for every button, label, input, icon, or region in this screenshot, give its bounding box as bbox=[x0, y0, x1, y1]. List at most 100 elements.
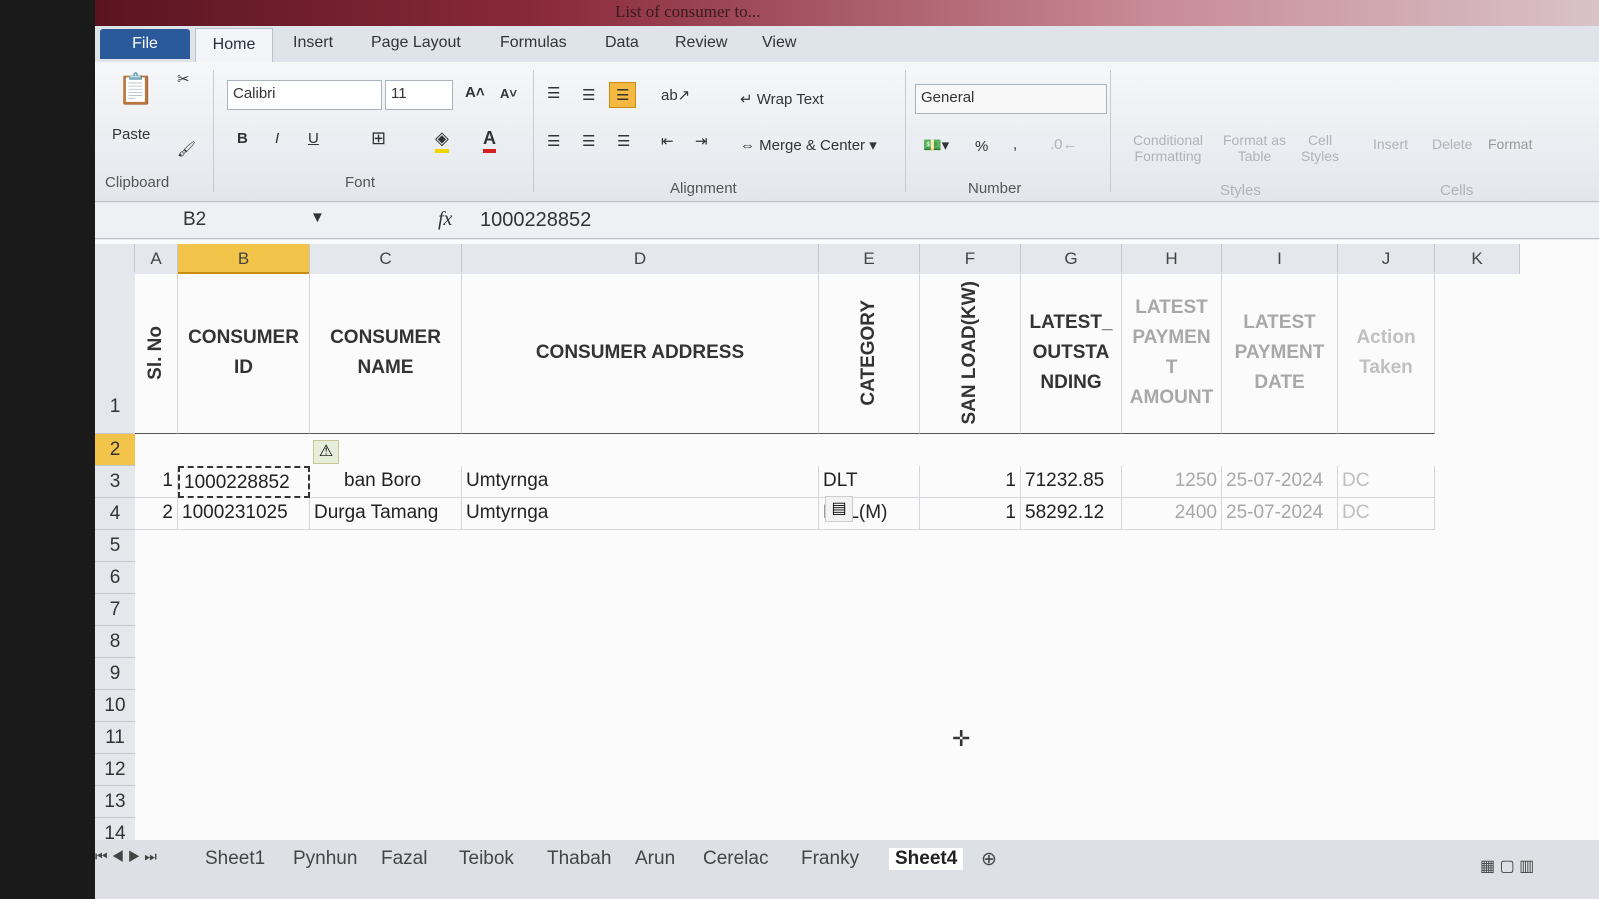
increase-decimal-icon[interactable]: .0← bbox=[1050, 136, 1078, 153]
cell-sl[interactable]: 1 bbox=[135, 466, 178, 498]
formula-input[interactable]: 1000228852 bbox=[480, 209, 592, 231]
cell-category[interactable]: DLT bbox=[819, 466, 920, 498]
row-header-11[interactable]: 11 bbox=[95, 722, 135, 754]
format-as-table-button[interactable]: Format as Table bbox=[1222, 132, 1286, 164]
grow-font-icon[interactable]: A˄ bbox=[465, 84, 485, 101]
bold-button[interactable]: B bbox=[237, 130, 248, 147]
cell-sl[interactable]: 2 bbox=[135, 498, 178, 530]
format-cells-button[interactable]: Format bbox=[1488, 136, 1533, 152]
column-header-F[interactable]: F bbox=[920, 244, 1021, 274]
header-cell-outstanding[interactable]: LATEST_ OUTSTA NDING bbox=[1021, 272, 1122, 434]
cell-pay_date[interactable]: 25-07-2024 bbox=[1222, 466, 1338, 498]
font-name-select[interactable]: Calibri bbox=[227, 80, 382, 110]
column-header-K[interactable]: K bbox=[1435, 244, 1520, 274]
cell-outstanding[interactable]: 71232.85 bbox=[1021, 466, 1122, 498]
cell-styles-button[interactable]: Cell Styles bbox=[1300, 132, 1340, 164]
cell-name[interactable]: ban Boro bbox=[310, 466, 462, 498]
sheet-tab-franky[interactable]: Franky bbox=[801, 848, 860, 869]
italic-button[interactable]: I bbox=[275, 130, 280, 147]
error-warning-icon[interactable]: ⚠ bbox=[313, 440, 339, 464]
align-center-icon[interactable]: ☰ bbox=[582, 133, 596, 150]
underline-button[interactable]: U bbox=[308, 130, 319, 147]
row-header-4[interactable]: 4 bbox=[95, 498, 135, 530]
column-header-H[interactable]: H bbox=[1122, 244, 1222, 274]
cell-pay_amount[interactable]: 2400 bbox=[1122, 498, 1222, 530]
row-header-1[interactable]: 1 bbox=[95, 272, 135, 434]
fill-color-icon[interactable]: ◈ bbox=[435, 128, 449, 153]
merge-center-button[interactable]: ⇔ Merge & Center ▾ bbox=[740, 137, 877, 154]
increase-indent-icon[interactable]: ⇥ bbox=[695, 133, 708, 150]
header-cell-pay_amount[interactable]: LATEST PAYMEN T AMOUNT bbox=[1122, 272, 1222, 434]
header-cell-id[interactable]: CONSUMER ID bbox=[178, 272, 310, 434]
row-header-2[interactable]: 2 bbox=[95, 434, 135, 466]
row-header-12[interactable]: 12 bbox=[95, 754, 135, 786]
cell-action[interactable]: DC bbox=[1338, 498, 1435, 530]
column-header-C[interactable]: C bbox=[310, 244, 462, 274]
borders-icon[interactable]: ⊞ bbox=[371, 128, 387, 148]
sheet-nav-icons[interactable]: ⏮ ◀ ▶ ⏭ bbox=[95, 848, 157, 864]
tab-home[interactable]: Home bbox=[195, 28, 273, 62]
align-left-icon[interactable]: ☰ bbox=[547, 133, 561, 150]
row-header-8[interactable]: 8 bbox=[95, 626, 135, 658]
font-color-icon[interactable]: A bbox=[483, 128, 496, 153]
paste-button[interactable]: Paste bbox=[112, 126, 151, 143]
tab-view[interactable]: View bbox=[762, 34, 797, 51]
tab-formulas[interactable]: Formulas bbox=[500, 34, 567, 51]
insert-sheet-icon[interactable]: ⊕ bbox=[981, 849, 997, 870]
tab-file[interactable]: File bbox=[100, 29, 190, 59]
name-box-dropdown-icon[interactable]: ▼ bbox=[310, 209, 325, 226]
header-cell-load[interactable]: SAN LOAD(KW) bbox=[920, 272, 1021, 434]
column-header-B[interactable]: B bbox=[178, 244, 310, 274]
column-header-J[interactable]: J bbox=[1338, 244, 1435, 274]
tab-data[interactable]: Data bbox=[605, 34, 639, 51]
sheet-tab-arun[interactable]: Arun bbox=[635, 848, 676, 869]
column-header-E[interactable]: E bbox=[819, 244, 920, 274]
header-cell-sl[interactable]: Sl. No bbox=[135, 272, 178, 434]
percent-button[interactable]: % bbox=[975, 138, 989, 155]
row-header-13[interactable]: 13 bbox=[95, 786, 135, 818]
sheet-tab-sheet4[interactable]: Sheet4 bbox=[889, 848, 964, 870]
select-all-corner[interactable] bbox=[95, 244, 135, 274]
column-header-D[interactable]: D bbox=[462, 244, 819, 274]
column-header-I[interactable]: I bbox=[1222, 244, 1338, 274]
cell-load[interactable]: 1 bbox=[920, 498, 1021, 530]
delete-cells-button[interactable]: Delete bbox=[1432, 136, 1473, 152]
sheet-tab-cerelac[interactable]: Cerelac bbox=[703, 848, 769, 869]
cell-id[interactable]: 1000231025 bbox=[178, 498, 310, 530]
insert-cells-button[interactable]: Insert bbox=[1373, 136, 1409, 152]
row-header-9[interactable]: 9 bbox=[95, 658, 135, 690]
header-cell-pay_date[interactable]: LATEST PAYMENT DATE bbox=[1222, 272, 1338, 434]
paste-options-icon[interactable]: ▤ bbox=[825, 496, 853, 522]
sheet-tab-thabah[interactable]: Thabah bbox=[547, 848, 612, 869]
conditional-formatting-button[interactable]: Conditional Formatting bbox=[1132, 132, 1204, 164]
row-header-6[interactable]: 6 bbox=[95, 562, 135, 594]
row-header-7[interactable]: 7 bbox=[95, 594, 135, 626]
worksheet-grid[interactable]: A B C D E F G H I J K 1 2 3 4 5 6 7 8 9 10 11 12 13 14 Sl. No CONS… bbox=[95, 240, 1599, 850]
row-header-5[interactable]: 5 bbox=[95, 530, 135, 562]
paste-icon[interactable]: 📋 bbox=[117, 73, 155, 106]
cell-action[interactable]: DC bbox=[1338, 466, 1435, 498]
align-bottom-icon[interactable]: ☰ bbox=[609, 82, 637, 108]
format-painter-icon[interactable]: 🖌 bbox=[177, 141, 197, 158]
header-cell-address[interactable]: CONSUMER ADDRESS bbox=[462, 272, 819, 434]
tab-insert[interactable]: Insert bbox=[293, 34, 334, 51]
sheet-tab-sheet1[interactable]: Sheet1 bbox=[205, 848, 266, 869]
cell-pay_date[interactable]: 25-07-2024 bbox=[1222, 498, 1338, 530]
align-top-icon[interactable]: ☰ bbox=[547, 85, 561, 102]
cell-load[interactable]: 1 bbox=[920, 466, 1021, 498]
tab-page-layout[interactable]: Page Layout bbox=[371, 34, 461, 51]
comma-button[interactable]: , bbox=[1013, 136, 1018, 153]
view-mode-icons[interactable]: ▦ ▢ ▥ bbox=[1480, 858, 1535, 875]
cell-outstanding[interactable]: 58292.12 bbox=[1021, 498, 1122, 530]
header-cell-action[interactable]: Action Taken bbox=[1338, 272, 1435, 434]
cell-id[interactable]: 1000228852 bbox=[178, 466, 310, 498]
sheet-tab-fazal[interactable]: Fazal bbox=[381, 848, 428, 869]
sheet-tab-pynhun[interactable]: Pynhun bbox=[293, 848, 358, 869]
header-cell-category[interactable]: CATEGORY bbox=[819, 272, 920, 434]
font-size-select[interactable]: 11 bbox=[385, 80, 453, 110]
cut-icon[interactable]: ✂ bbox=[177, 71, 190, 88]
number-format-select[interactable]: General bbox=[915, 84, 1107, 114]
orientation-icon[interactable]: ab↗ bbox=[661, 87, 691, 104]
name-box[interactable]: B2 bbox=[183, 209, 207, 230]
align-middle-icon[interactable]: ☰ bbox=[582, 87, 596, 104]
